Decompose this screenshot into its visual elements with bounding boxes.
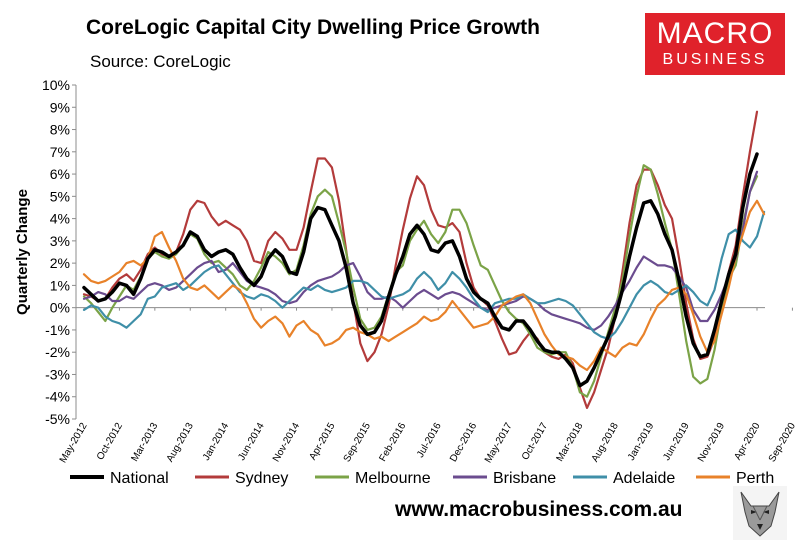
x-tick-label: Feb-2016 bbox=[377, 421, 408, 464]
x-tick-label: Sep-2020 bbox=[767, 421, 795, 464]
legend-label-melbourne: Melbourne bbox=[355, 470, 431, 487]
y-tick-label: 10% bbox=[42, 77, 70, 93]
chart-series-lines bbox=[82, 110, 766, 409]
legend-label-adelaide: Adelaide bbox=[613, 470, 675, 487]
legend-label-perth: Perth bbox=[736, 470, 774, 487]
y-tick-label: 7% bbox=[50, 144, 70, 160]
series-line-sydney bbox=[82, 110, 759, 409]
x-tick-label: Aug-2018 bbox=[590, 421, 621, 464]
y-tick-label: -4% bbox=[45, 389, 70, 405]
x-tick-label: Apr-2015 bbox=[307, 421, 337, 463]
y-tick-label: 4% bbox=[50, 211, 70, 227]
y-tick-label: -5% bbox=[45, 411, 70, 427]
x-tick-label: May-2012 bbox=[58, 421, 90, 465]
y-tick-label: 3% bbox=[50, 233, 70, 249]
x-tick-label: Nov-2019 bbox=[696, 421, 727, 464]
x-tick-label: Jun-2014 bbox=[236, 421, 267, 463]
y-tick-label: 2% bbox=[50, 255, 70, 271]
macrobusiness-logo: MACRO BUSINESS bbox=[645, 13, 785, 75]
logo-line-1: MACRO bbox=[656, 17, 774, 50]
y-tick-label: 8% bbox=[50, 122, 70, 138]
x-tick-label: Mar-2018 bbox=[555, 421, 586, 464]
x-tick-label: Jul-2016 bbox=[415, 421, 444, 460]
series-line-brisbane bbox=[82, 170, 759, 331]
x-tick-label: Jun-2019 bbox=[661, 421, 692, 463]
x-tick-label: Apr-2020 bbox=[733, 421, 763, 463]
chart-title: CoreLogic Capital City Dwelling Price Gr… bbox=[86, 16, 540, 39]
series-line-adelaide bbox=[82, 210, 766, 340]
series-line-perth bbox=[82, 199, 766, 372]
y-tick-label: 6% bbox=[50, 166, 70, 182]
legend-label-sydney: Sydney bbox=[235, 470, 288, 487]
x-tick-label: Jan-2019 bbox=[626, 421, 657, 463]
legend-label-brisbane: Brisbane bbox=[493, 470, 556, 487]
x-tick-label: Nov-2014 bbox=[271, 421, 302, 464]
chart-subtitle: Source: CoreLogic bbox=[90, 52, 231, 71]
x-tick-label: Mar-2013 bbox=[130, 421, 161, 464]
legend-label-national: National bbox=[110, 470, 169, 487]
x-tick-label: Oct-2017 bbox=[520, 421, 550, 463]
series-line-national bbox=[82, 152, 759, 388]
footer-url: www.macrobusiness.com.au bbox=[395, 498, 683, 521]
y-tick-label: -3% bbox=[45, 366, 70, 382]
y-tick-label: 0% bbox=[50, 300, 70, 316]
y-tick-label: -1% bbox=[45, 322, 70, 338]
x-tick-label: Dec-2016 bbox=[448, 421, 479, 464]
logo-line-2: BUSINESS bbox=[662, 51, 768, 68]
y-axis-title: Quarterly Change bbox=[14, 189, 31, 315]
y-tick-label: 5% bbox=[50, 188, 70, 204]
wolf-mascot-icon bbox=[733, 486, 787, 540]
x-tick-label: Sep-2015 bbox=[342, 421, 373, 464]
x-tick-label: Jan-2014 bbox=[201, 421, 232, 463]
y-tick-label: 9% bbox=[50, 99, 70, 115]
x-tick-label: May-2017 bbox=[483, 421, 515, 465]
y-tick-label: -2% bbox=[45, 344, 70, 360]
chart-legend: National Sydney Melbourne Brisbane Adelaide P… bbox=[70, 470, 774, 487]
x-tick-label: Oct-2012 bbox=[95, 421, 125, 463]
y-tick-label: 1% bbox=[50, 277, 70, 293]
x-tick-label: Aug-2013 bbox=[165, 421, 196, 464]
